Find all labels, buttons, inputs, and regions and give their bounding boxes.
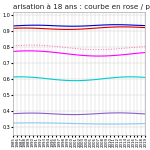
Text: arisation à 18 ans : courbe en rose / pointillé: arisation à 18 ans : courbe en rose / po…	[13, 3, 150, 10]
